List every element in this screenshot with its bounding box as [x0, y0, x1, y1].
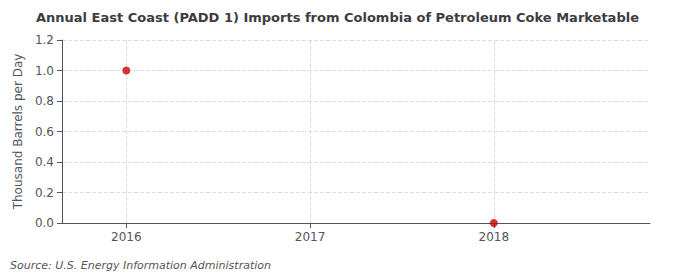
svg-text:1.2: 1.2: [35, 33, 54, 47]
svg-text:1.0: 1.0: [35, 64, 54, 78]
svg-text:0.0: 0.0: [35, 216, 54, 230]
svg-text:0.2: 0.2: [35, 186, 54, 200]
svg-text:0.4: 0.4: [35, 155, 54, 169]
svg-text:Annual East Coast (PADD 1) Imp: Annual East Coast (PADD 1) Imports from …: [36, 10, 639, 25]
svg-text:2016: 2016: [111, 230, 142, 244]
svg-text:2018: 2018: [479, 230, 510, 244]
svg-text:0.6: 0.6: [35, 125, 54, 139]
svg-text:2017: 2017: [295, 230, 326, 244]
svg-text:Source: U.S. Energy Informatio: Source: U.S. Energy Information Administ…: [10, 259, 271, 272]
svg-text:Thousand Barrels per Day: Thousand Barrels per Day: [11, 54, 25, 211]
svg-text:0.8: 0.8: [35, 94, 54, 108]
